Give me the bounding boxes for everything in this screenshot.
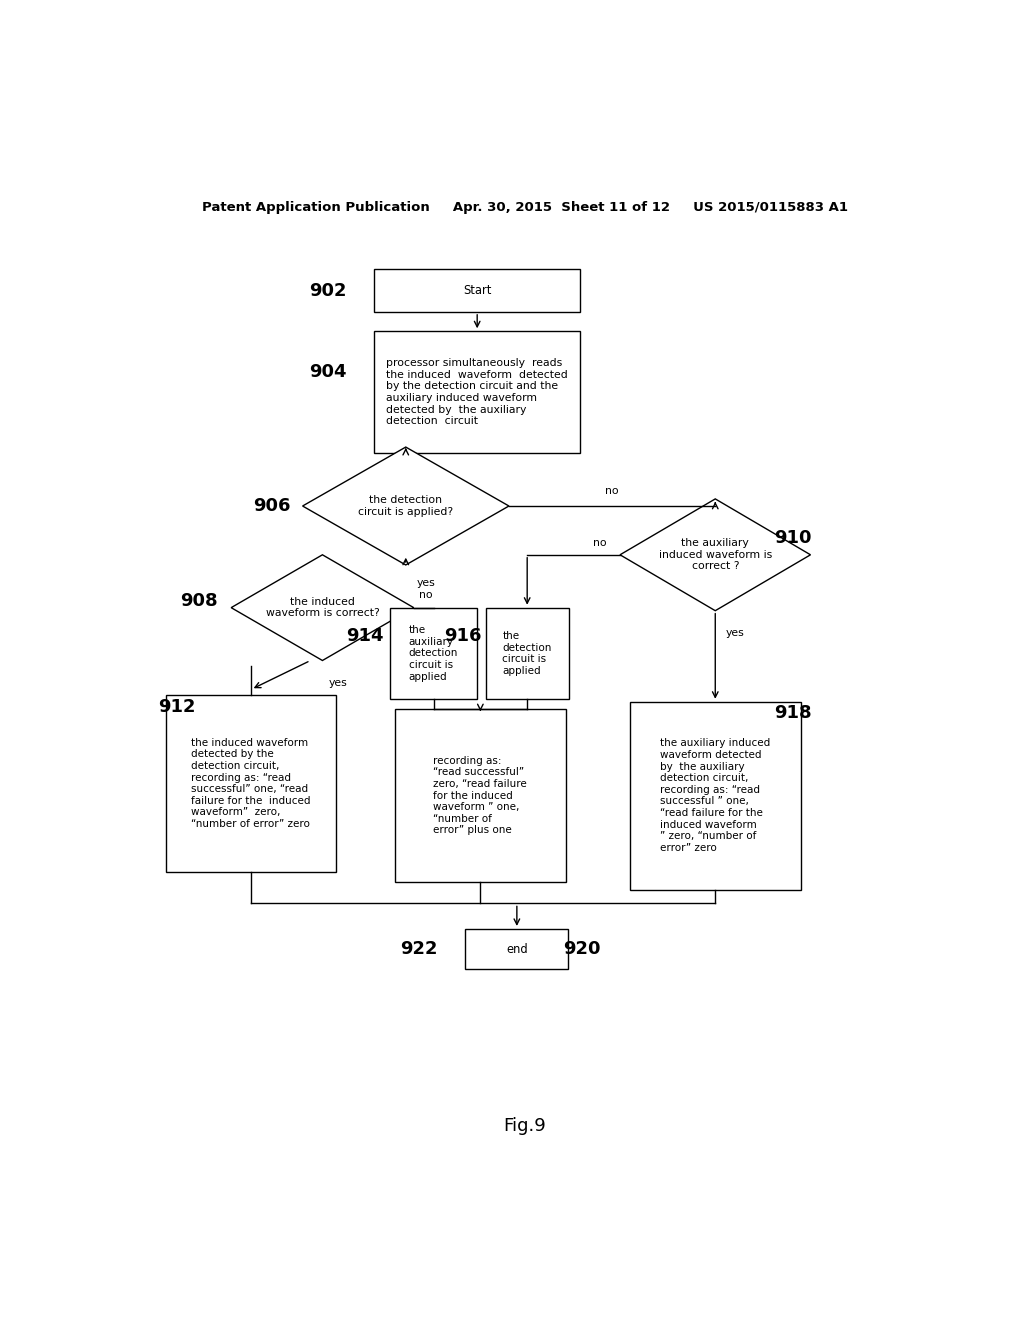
Text: 904: 904 bbox=[309, 363, 347, 381]
Text: the
detection
circuit is
applied: the detection circuit is applied bbox=[503, 631, 552, 676]
Text: 916: 916 bbox=[444, 627, 482, 645]
Text: recording as:
“read successful”
zero, “read failure
for the induced
waveform ” o: recording as: “read successful” zero, “r… bbox=[433, 756, 527, 836]
FancyBboxPatch shape bbox=[390, 607, 477, 700]
FancyBboxPatch shape bbox=[374, 269, 581, 312]
Polygon shape bbox=[231, 554, 414, 660]
Text: 922: 922 bbox=[400, 940, 437, 958]
Text: Start: Start bbox=[463, 284, 492, 297]
Text: the auxiliary induced
waveform detected
by  the auxiliary
detection circuit,
rec: the auxiliary induced waveform detected … bbox=[660, 738, 770, 853]
Polygon shape bbox=[303, 447, 509, 565]
Text: 902: 902 bbox=[309, 281, 347, 300]
Text: the auxiliary
induced waveform is
correct ?: the auxiliary induced waveform is correc… bbox=[658, 539, 772, 572]
Text: 920: 920 bbox=[563, 940, 600, 958]
FancyBboxPatch shape bbox=[465, 929, 568, 969]
Text: yes: yes bbox=[726, 628, 744, 638]
FancyBboxPatch shape bbox=[395, 709, 565, 882]
FancyBboxPatch shape bbox=[630, 702, 801, 890]
Text: 908: 908 bbox=[180, 591, 218, 610]
Text: no: no bbox=[605, 486, 618, 496]
FancyBboxPatch shape bbox=[166, 694, 336, 873]
Text: the
auxiliary
detection
circuit is
applied: the auxiliary detection circuit is appli… bbox=[409, 626, 458, 681]
Text: yes: yes bbox=[416, 578, 435, 589]
Text: no: no bbox=[593, 537, 607, 548]
Text: the induced waveform
detected by the
detection circuit,
recording as: “read
succ: the induced waveform detected by the det… bbox=[191, 738, 310, 829]
FancyBboxPatch shape bbox=[374, 331, 581, 453]
Text: yes: yes bbox=[329, 678, 348, 688]
Text: the induced
waveform is correct?: the induced waveform is correct? bbox=[265, 597, 379, 619]
Text: the detection
circuit is applied?: the detection circuit is applied? bbox=[358, 495, 454, 517]
Text: 918: 918 bbox=[774, 705, 812, 722]
Text: 912: 912 bbox=[158, 698, 196, 717]
Text: end: end bbox=[506, 942, 527, 956]
Text: 906: 906 bbox=[253, 498, 291, 515]
Text: Patent Application Publication     Apr. 30, 2015  Sheet 11 of 12     US 2015/011: Patent Application Publication Apr. 30, … bbox=[202, 201, 848, 214]
FancyBboxPatch shape bbox=[485, 607, 569, 700]
Polygon shape bbox=[620, 499, 811, 611]
Text: processor simultaneously  reads
the induced  waveform  detected
by the detection: processor simultaneously reads the induc… bbox=[386, 358, 568, 426]
Text: 910: 910 bbox=[774, 528, 812, 546]
Text: Fig.9: Fig.9 bbox=[504, 1117, 546, 1135]
Text: no: no bbox=[419, 590, 432, 601]
Text: 914: 914 bbox=[346, 627, 384, 645]
